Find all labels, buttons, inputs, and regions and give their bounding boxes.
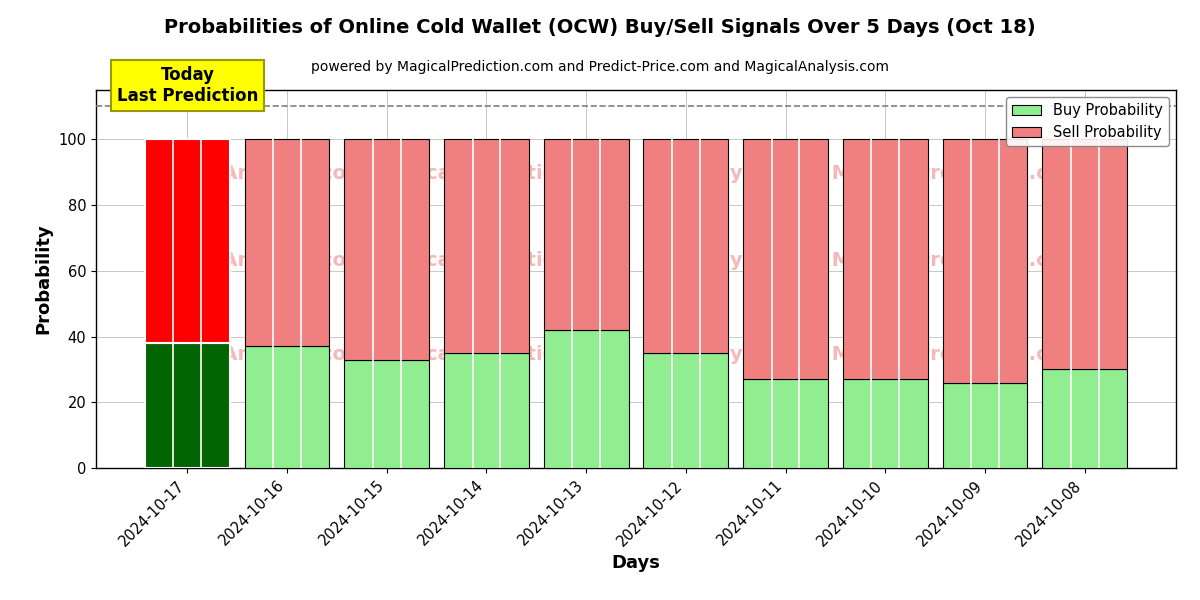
- Bar: [643, 353, 728, 468]
- Bar: [842, 139, 928, 379]
- Bar: [145, 139, 230, 343]
- Bar: [643, 139, 728, 353]
- Text: powered by MagicalPrediction.com and Predict-Price.com and MagicalAnalysis.com: powered by MagicalPrediction.com and Pre…: [311, 60, 889, 74]
- Bar: [444, 139, 529, 353]
- Bar: [842, 379, 928, 468]
- Bar: [942, 383, 1027, 468]
- Bar: [1042, 139, 1127, 370]
- Bar: [1042, 370, 1127, 468]
- Bar: [245, 139, 330, 346]
- Bar: [344, 139, 430, 359]
- Text: Probabilities of Online Cold Wallet (OCW) Buy/Sell Signals Over 5 Days (Oct 18): Probabilities of Online Cold Wallet (OCW…: [164, 18, 1036, 37]
- Bar: [344, 359, 430, 468]
- Bar: [444, 353, 529, 468]
- Y-axis label: Probability: Probability: [35, 224, 53, 334]
- Bar: [544, 139, 629, 330]
- Bar: [743, 139, 828, 379]
- Text: calAnalysis.co    MagicalPrediction.com    calAnalysis.co    MagicalPrediction.c: calAnalysis.co MagicalPrediction.com cal…: [191, 251, 1081, 269]
- Text: Today
Last Prediction: Today Last Prediction: [116, 66, 258, 105]
- Bar: [245, 346, 330, 468]
- Bar: [544, 330, 629, 468]
- Legend: Buy Probability, Sell Probability: Buy Probability, Sell Probability: [1007, 97, 1169, 146]
- X-axis label: Days: Days: [612, 554, 660, 572]
- Bar: [743, 379, 828, 468]
- Bar: [145, 343, 230, 468]
- Text: calAnalysis.co    MagicalPrediction.com    calAnalysis.co    MagicalPrediction.c: calAnalysis.co MagicalPrediction.com cal…: [191, 164, 1081, 182]
- Text: calAnalysis.co    MagicalPrediction.com    calAnalysis.co    MagicalPrediction.c: calAnalysis.co MagicalPrediction.com cal…: [191, 345, 1081, 364]
- Bar: [942, 139, 1027, 383]
